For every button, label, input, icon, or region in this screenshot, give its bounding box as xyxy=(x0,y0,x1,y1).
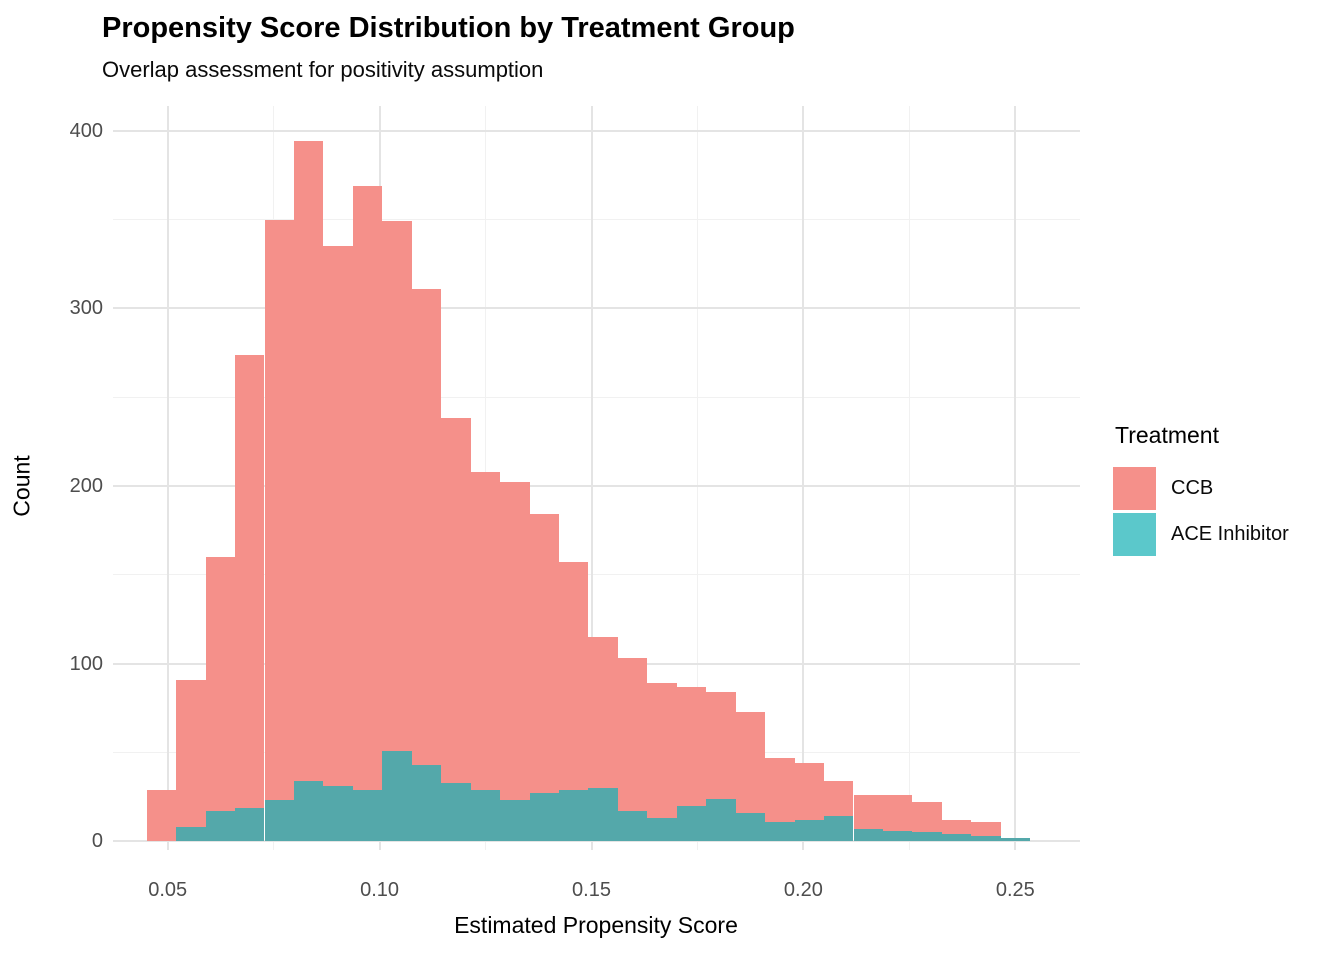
bar-ccb-bin-12 xyxy=(500,482,530,842)
bar-ace-bin-8 xyxy=(382,750,412,842)
bar-ace-bin-14 xyxy=(559,789,589,842)
bar-ace-bin-5 xyxy=(293,780,324,842)
bar-ccb-bin-3 xyxy=(235,354,265,842)
x-axis-tick-label: 0.05 xyxy=(148,879,188,901)
x-axis-tick-label: 0.20 xyxy=(783,879,823,901)
bar-ccb-bin-16 xyxy=(617,658,648,842)
bar-ace-bin-10 xyxy=(441,782,471,842)
bar-ace-bin-1 xyxy=(176,827,206,842)
legend-entry-ace-inhibitor: ACE Inhibitor xyxy=(1113,513,1289,556)
bar-ace-bin-13 xyxy=(529,793,559,842)
gridline-x-minor xyxy=(908,106,910,850)
bar-ccb-bin-0 xyxy=(146,789,177,842)
bar-ccb-bin-10 xyxy=(441,418,471,842)
gridline-y-minor xyxy=(113,219,1080,220)
bar-ccb-bin-1 xyxy=(176,679,206,842)
bar-ace-bin-22 xyxy=(794,819,825,842)
bar-ace-bin-20 xyxy=(735,812,766,842)
legend-swatch-ace-inhibitor xyxy=(1113,513,1156,556)
legend-entry-ccb: CCB xyxy=(1113,467,1289,510)
bar-ace-bin-26 xyxy=(912,832,942,842)
bar-ccb-bin-4 xyxy=(264,219,294,842)
bar-ace-bin-23 xyxy=(824,816,854,842)
bar-ccb-bin-13 xyxy=(529,514,559,842)
y-axis-title: Count xyxy=(8,455,35,517)
y-axis-tick-label: 300 xyxy=(69,297,103,320)
bar-ace-bin-9 xyxy=(411,764,442,842)
y-axis-tick-label: 0 xyxy=(91,830,103,853)
legend: Treatment CCB ACE Inhibitor xyxy=(1113,422,1289,559)
bar-ccb-bin-2 xyxy=(205,557,236,842)
bar-ace-bin-27 xyxy=(941,834,972,842)
gridline-y-major xyxy=(113,840,1080,843)
x-axis-tick-label: 0.25 xyxy=(995,879,1035,901)
bar-ace-bin-18 xyxy=(676,805,707,842)
bar-ccb-bin-8 xyxy=(382,221,412,842)
bar-ace-bin-2 xyxy=(205,811,236,842)
bar-ccb-bin-17 xyxy=(647,683,677,842)
bar-ace-bin-25 xyxy=(882,830,913,842)
gridline-x-major xyxy=(590,106,593,850)
bar-ccb-bin-9 xyxy=(411,288,442,842)
bar-ace-bin-12 xyxy=(500,800,530,842)
bar-ace-bin-24 xyxy=(853,828,883,842)
y-axis-tick-label: 200 xyxy=(69,474,103,497)
gridline-x-major xyxy=(166,106,169,850)
gridline-y-major xyxy=(113,307,1080,310)
x-axis-tick-label: 0.10 xyxy=(360,879,400,901)
chart-title: Propensity Score Distribution by Treatme… xyxy=(102,12,795,44)
gridline-y-minor xyxy=(113,396,1080,398)
gridline-y-major xyxy=(113,129,1080,132)
y-axis-tick-label: 100 xyxy=(69,652,103,675)
gridline-y-major xyxy=(113,484,1080,487)
bar-ccb-bin-7 xyxy=(352,185,383,842)
legend-label-ccb: CCB xyxy=(1171,477,1214,499)
gridline-x-minor xyxy=(696,106,698,850)
legend-label-ace-inhibitor: ACE Inhibitor xyxy=(1171,523,1289,545)
bar-ccb-bin-5 xyxy=(293,141,324,842)
x-axis-tick-label: 0.15 xyxy=(572,879,611,901)
chart-subtitle: Overlap assessment for positivity assump… xyxy=(102,57,544,82)
bar-ccb-bin-6 xyxy=(323,246,353,842)
bar-ace-bin-28 xyxy=(971,835,1001,842)
gridline-y-minor xyxy=(113,574,1080,576)
gridline-x-major xyxy=(1014,106,1017,850)
bar-ace-bin-19 xyxy=(706,798,736,842)
bar-ace-bin-29 xyxy=(1000,837,1031,842)
bar-ace-bin-21 xyxy=(765,821,795,842)
bar-ace-bin-11 xyxy=(470,789,501,842)
bar-ace-bin-15 xyxy=(588,788,618,842)
legend-swatch-ccb xyxy=(1113,467,1156,510)
bar-ace-bin-4 xyxy=(264,800,294,842)
bar-ace-bin-17 xyxy=(647,818,677,842)
bar-ace-bin-3 xyxy=(235,807,265,842)
gridline-x-major xyxy=(802,106,805,850)
bar-ace-bin-16 xyxy=(617,811,648,842)
bar-ace-bin-7 xyxy=(352,789,383,842)
y-axis-tick-label: 400 xyxy=(69,119,103,142)
legend-title: Treatment xyxy=(1115,422,1219,448)
x-axis-title: Estimated Propensity Score xyxy=(454,912,738,938)
bar-ace-bin-6 xyxy=(323,786,353,842)
bar-ccb-bin-11 xyxy=(470,471,501,842)
